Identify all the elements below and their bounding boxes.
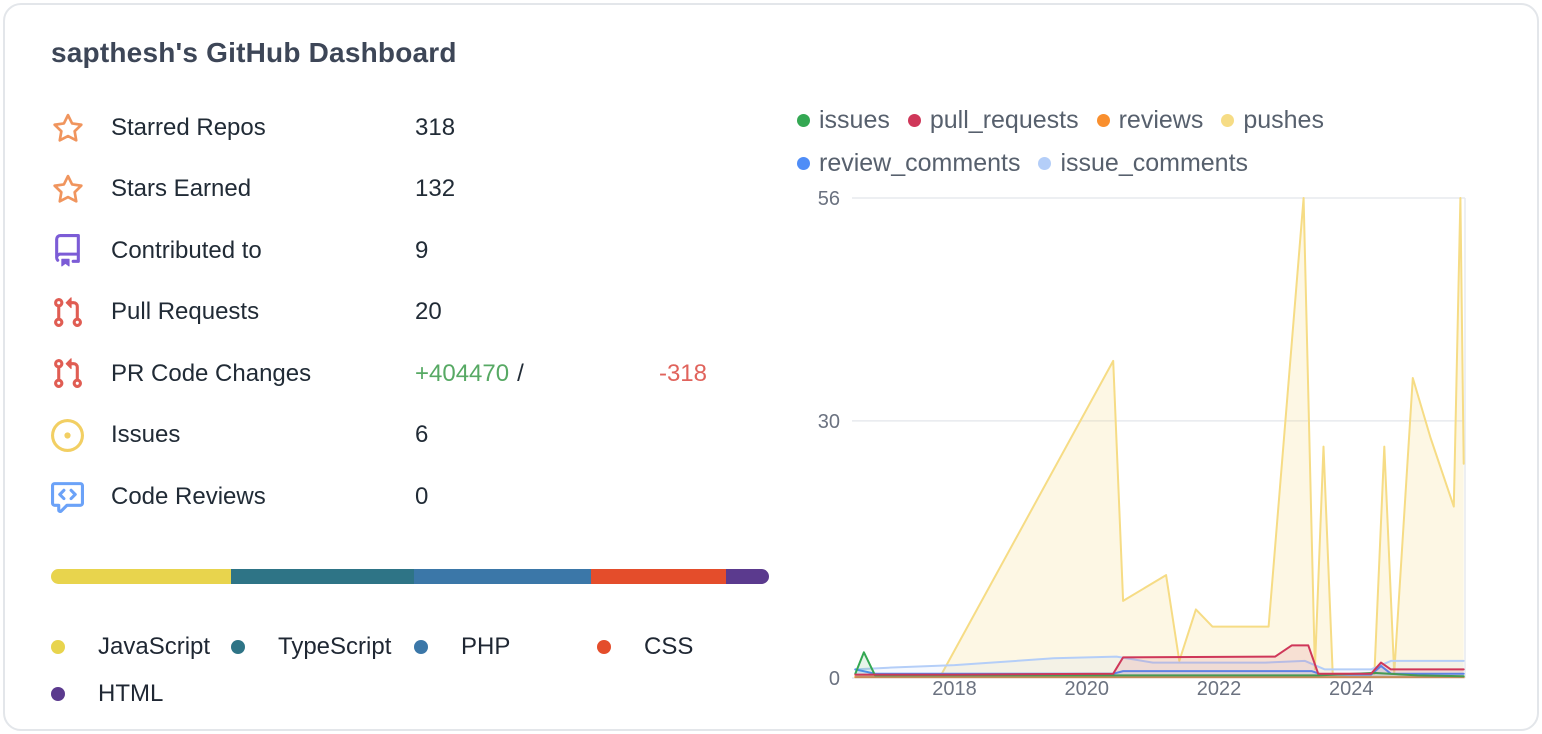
stat-value: 9	[415, 236, 429, 264]
reviews-dot-icon	[1096, 113, 1110, 127]
stat-label: Stars Earned	[111, 175, 252, 203]
activity-panel: issues pull_requests reviews pushes revi…	[797, 103, 1503, 715]
chart-legend-label: pull_requests	[929, 106, 1079, 134]
stat-label: Contributed to	[111, 236, 262, 264]
stat-label: PR Code Changes	[111, 359, 312, 387]
review-comments-dot-icon	[797, 156, 810, 170]
chart-legend-label: issues	[819, 106, 890, 134]
language-legend-item: JavaScript	[51, 626, 231, 668]
stat-value: 20	[415, 298, 442, 326]
javascript-dot-icon	[51, 639, 65, 654]
activity-area-chart: 0 30 56 2018 2020 2022 2024	[797, 181, 1479, 727]
chart-legend-label: pushes	[1243, 106, 1324, 134]
stat-value: 6	[415, 421, 429, 449]
language-bar-segment-javascript	[51, 568, 232, 584]
svg-text:2020: 2020	[1065, 678, 1110, 700]
git-pull-request-icon	[51, 296, 111, 329]
stat-value: 132	[415, 175, 456, 203]
chart-legend-label: review_comments	[819, 149, 1021, 177]
chart-legend-item: issues	[797, 103, 890, 137]
stat-label: Pull Requests	[111, 298, 260, 326]
pr-additions: +404470	[415, 359, 510, 387]
language-legend-item: PHP	[414, 626, 597, 668]
svg-text:30: 30	[818, 411, 840, 433]
language-legend-item: TypeScript	[231, 626, 414, 668]
stat-row-pr-code-changes: PR Code Changes +404470 / -318	[51, 343, 775, 405]
language-bar-segment-css	[590, 568, 726, 584]
language-name: PHP	[461, 632, 511, 660]
language-bar-segment-typescript	[231, 568, 415, 584]
stat-value: 0	[415, 482, 429, 510]
typescript-dot-icon	[231, 639, 245, 654]
star-icon	[51, 172, 111, 206]
issue-icon	[51, 418, 111, 452]
issues-dot-icon	[797, 113, 810, 127]
chart-legend-item: pull_requests	[907, 103, 1079, 137]
pr-code-changes-value: +404470 / -318	[415, 360, 707, 388]
chart-legend-item: pushes	[1221, 103, 1324, 137]
language-name: JavaScript	[98, 632, 211, 660]
stat-value: 318	[415, 113, 456, 141]
svg-text:2022: 2022	[1197, 678, 1242, 700]
chart-legend-item: reviews	[1096, 103, 1204, 137]
language-legend-item: CSS	[597, 626, 791, 668]
chart-legend-label: issue_comments	[1060, 149, 1249, 177]
pr-diff-separator: /	[517, 359, 524, 387]
svg-text:2024: 2024	[1329, 678, 1374, 700]
issue-comments-dot-icon	[1038, 156, 1052, 170]
dashboard-card: sapthesh's GitHub Dashboard Starred Repo…	[3, 3, 1539, 731]
language-name: TypeScript	[278, 632, 392, 660]
svg-text:0: 0	[829, 668, 840, 690]
stat-row-issues: Issues 6	[51, 405, 775, 467]
language-bar-segment-php	[414, 568, 591, 584]
stat-row-contributed-to: Contributed to 9	[51, 220, 775, 282]
language-bar	[51, 568, 769, 584]
chart-legend: issues pull_requests reviews pushes revi…	[797, 103, 1469, 180]
chart-legend-item: review_comments	[797, 146, 1020, 180]
stat-row-starred-repos: Starred Repos 318	[51, 97, 775, 159]
language-bar-segment-html	[725, 568, 769, 584]
star-icon	[51, 111, 111, 145]
stats-list: Starred Repos 318 Stars Earned 132 Contr…	[51, 97, 775, 528]
css-dot-icon	[597, 639, 611, 654]
svg-text:2018: 2018	[932, 678, 977, 700]
svg-text:56: 56	[818, 188, 840, 210]
php-dot-icon	[414, 639, 428, 654]
language-name: HTML	[98, 679, 164, 707]
chart-legend-label: reviews	[1118, 106, 1204, 134]
page-title: sapthesh's GitHub Dashboard	[51, 37, 457, 68]
pull-requests-dot-icon	[907, 113, 921, 127]
git-pull-request-icon	[51, 357, 111, 390]
pushes-dot-icon	[1221, 113, 1235, 127]
stats-panel: sapthesh's GitHub Dashboard Starred Repo…	[51, 33, 775, 715]
repo-icon	[51, 234, 111, 267]
code-review-icon	[51, 480, 111, 514]
chart-legend-item: issue_comments	[1038, 146, 1248, 180]
stat-row-pull-requests: Pull Requests 20	[51, 282, 775, 344]
language-legend-item: HTML	[51, 673, 231, 715]
stat-row-stars-earned: Stars Earned 132	[51, 159, 775, 221]
stat-label: Issues	[111, 421, 181, 449]
pr-deletions: -318	[658, 359, 707, 387]
language-name: CSS	[644, 632, 694, 660]
stat-label: Starred Repos	[111, 113, 266, 141]
language-legend: JavaScript TypeScript PHP CSS HTML	[51, 626, 791, 715]
stat-row-code-reviews: Code Reviews 0	[51, 466, 775, 528]
stat-label: Code Reviews	[111, 482, 266, 510]
html-dot-icon	[51, 686, 65, 701]
